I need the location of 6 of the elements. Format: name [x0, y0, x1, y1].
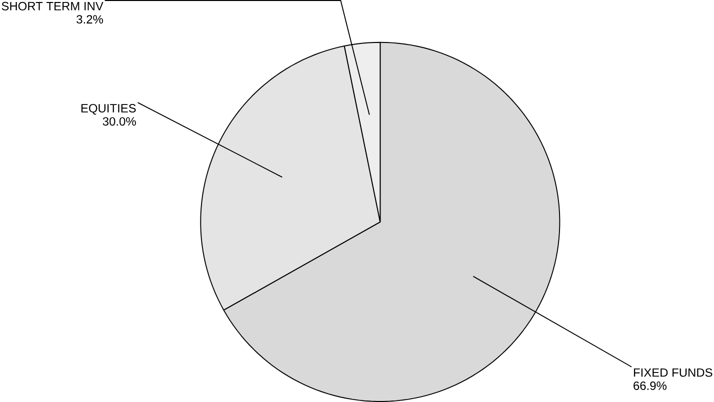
data-label: 30.0%: [102, 117, 136, 126]
data-label: 66.9%: [634, 382, 667, 390]
slice-label: SHORT TERM INV: [2, 2, 104, 10]
slice-label: FIXED FUNDS: [634, 368, 712, 377]
slice-label: EQUITIES: [81, 104, 136, 115]
data-label: 3.2%: [76, 15, 103, 24]
